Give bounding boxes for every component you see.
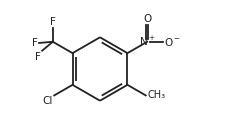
Text: Cl: Cl: [42, 96, 53, 106]
Text: $\mathregular{O}^-$: $\mathregular{O}^-$: [163, 36, 180, 48]
Text: $\mathregular{N}^+$: $\mathregular{N}^+$: [138, 35, 155, 48]
Text: F: F: [35, 52, 41, 62]
Text: F: F: [32, 38, 38, 48]
Text: CH₃: CH₃: [146, 90, 164, 100]
Text: F: F: [50, 17, 56, 27]
Text: O: O: [142, 14, 151, 24]
